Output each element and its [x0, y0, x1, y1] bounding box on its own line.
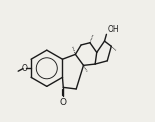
- Text: O: O: [22, 64, 28, 73]
- Text: O: O: [60, 98, 67, 107]
- Text: OH: OH: [107, 25, 119, 34]
